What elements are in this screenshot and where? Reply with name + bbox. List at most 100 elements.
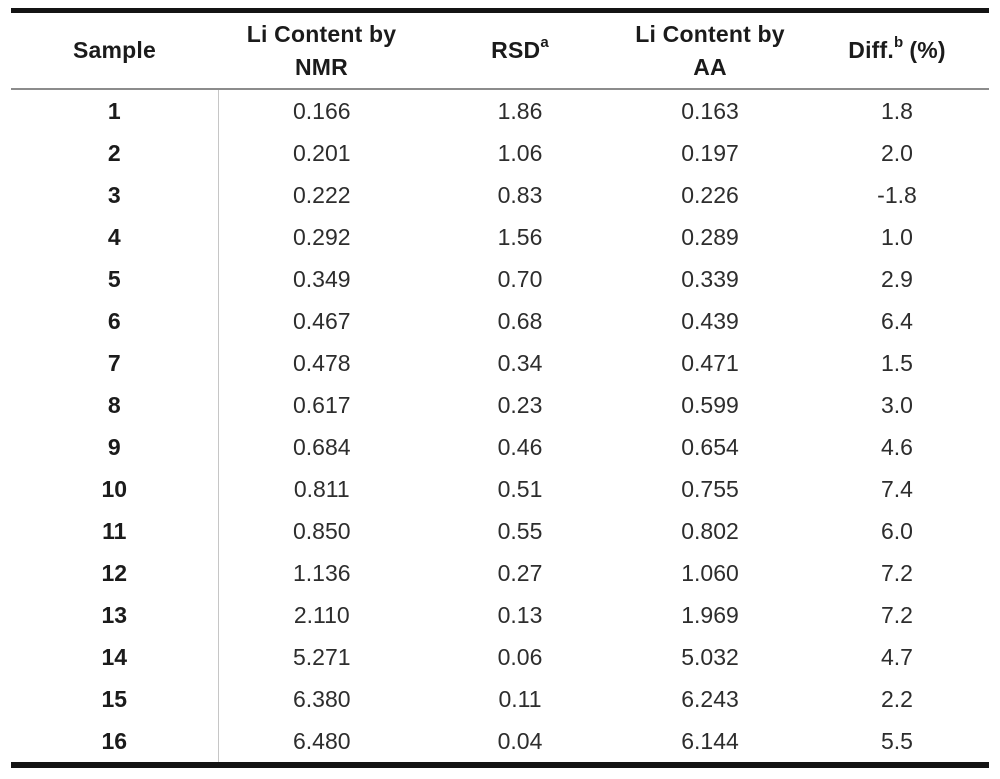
cell-diff: 6.0 xyxy=(881,517,913,544)
col-header-li-nmr-line1: Li Content by xyxy=(246,20,397,47)
col-header-diff: Diff.b (%) xyxy=(805,10,989,90)
cell-sample: 14 xyxy=(11,636,219,678)
cell-rsd: 0.11 xyxy=(498,685,542,712)
cell-aa: 0.197 xyxy=(681,139,739,166)
cell-diff: 4.7 xyxy=(881,643,913,670)
cell-rsd: 0.13 xyxy=(497,601,543,628)
cell-rsd: 0.51 xyxy=(497,475,543,502)
header-row: Sample Li Content by NMR RSDa Li Content… xyxy=(11,10,989,90)
cell-nmr: 0.684 xyxy=(292,433,351,460)
table-row: 6 0.467 0.68 0.439 6.4 xyxy=(11,300,989,342)
cell-rsd: 1.86 xyxy=(497,97,543,124)
cell-aa: 0.226 xyxy=(681,181,739,208)
cell-nmr: 6.380 xyxy=(292,685,351,712)
cell-diff: 7.4 xyxy=(881,475,913,502)
cell-nmr: 1.136 xyxy=(292,559,351,586)
table-row: 14 5.271 0.06 5.032 4.7 xyxy=(11,636,989,678)
rsd-footnote-superscript: a xyxy=(540,34,549,52)
cell-diff: 4.6 xyxy=(881,433,913,460)
cell-sample: 10 xyxy=(11,468,219,510)
table-row: 15 6.380 0.11 6.243 2.2 xyxy=(11,678,989,720)
table-body: 1 0.166 1.86 0.163 1.8 2 0.201 1.06 0.19… xyxy=(11,89,989,765)
cell-rsd: 0.46 xyxy=(497,433,543,460)
col-header-rsd-label: RSD xyxy=(491,37,541,63)
cell-rsd: 0.70 xyxy=(497,265,543,292)
cell-aa: 0.339 xyxy=(681,265,739,292)
cell-aa: 5.032 xyxy=(681,643,739,670)
cell-nmr: 5.271 xyxy=(292,643,351,670)
table-row: 12 1.136 0.27 1.060 7.2 xyxy=(11,552,989,594)
cell-aa: 0.654 xyxy=(681,433,739,460)
col-header-rsd: RSDa xyxy=(425,10,615,90)
cell-aa: 6.243 xyxy=(681,685,739,712)
col-header-li-aa: Li Content by AA xyxy=(615,10,805,90)
cell-sample: 11 xyxy=(11,510,219,552)
cell-diff: -1.8 xyxy=(877,181,917,208)
cell-nmr: 0.467 xyxy=(292,307,351,334)
cell-diff: 2.0 xyxy=(881,139,913,166)
cell-nmr: 0.850 xyxy=(292,517,351,544)
cell-aa: 1.969 xyxy=(681,601,739,628)
cell-sample: 13 xyxy=(11,594,219,636)
cell-diff: 1.5 xyxy=(881,349,913,376)
cell-diff: 1.8 xyxy=(881,97,913,124)
table-row: 11 0.850 0.55 0.802 6.0 xyxy=(11,510,989,552)
cell-rsd: 1.56 xyxy=(497,223,543,250)
cell-sample: 16 xyxy=(11,720,219,765)
cell-nmr: 2.110 xyxy=(293,601,350,628)
cell-sample: 5 xyxy=(11,258,219,300)
table-row: 5 0.349 0.70 0.339 2.9 xyxy=(11,258,989,300)
cell-sample: 3 xyxy=(11,174,219,216)
cell-nmr: 6.480 xyxy=(292,727,351,754)
cell-aa: 0.802 xyxy=(681,517,739,544)
col-header-sample: Sample xyxy=(11,10,218,90)
cell-nmr: 0.478 xyxy=(292,349,351,376)
cell-aa: 1.060 xyxy=(681,559,739,586)
table-header: Sample Li Content by NMR RSDa Li Content… xyxy=(11,10,989,90)
cell-rsd: 1.06 xyxy=(497,139,543,166)
cell-rsd: 0.06 xyxy=(497,643,543,670)
cell-aa: 0.289 xyxy=(681,223,739,250)
col-header-diff-label: Diff. xyxy=(848,37,894,63)
cell-rsd: 0.83 xyxy=(497,181,543,208)
table-row: 9 0.684 0.46 0.654 4.6 xyxy=(11,426,989,468)
cell-rsd: 0.34 xyxy=(497,349,543,376)
col-header-li-aa-line2: AA xyxy=(693,53,727,80)
cell-sample: 6 xyxy=(11,300,219,342)
cell-sample: 7 xyxy=(11,342,219,384)
table-row: 10 0.811 0.51 0.755 7.4 xyxy=(11,468,989,510)
cell-aa: 0.755 xyxy=(681,475,739,502)
col-header-li-nmr: Li Content by NMR xyxy=(218,10,425,90)
cell-aa: 0.163 xyxy=(681,97,739,124)
cell-nmr: 0.201 xyxy=(292,139,351,166)
table-row: 4 0.292 1.56 0.289 1.0 xyxy=(11,216,989,258)
cell-nmr: 0.292 xyxy=(292,223,351,250)
cell-nmr: 0.617 xyxy=(292,391,351,418)
col-header-li-nmr-line2: NMR xyxy=(295,53,348,80)
col-header-diff-unit: (%) xyxy=(909,37,946,63)
cell-rsd: 0.55 xyxy=(497,517,543,544)
cell-sample: 2 xyxy=(11,132,219,174)
cell-rsd: 0.27 xyxy=(497,559,543,586)
li-content-table: Sample Li Content by NMR RSDa Li Content… xyxy=(11,8,989,768)
cell-rsd: 0.23 xyxy=(497,391,543,418)
cell-nmr: 0.811 xyxy=(293,475,350,502)
cell-sample: 4 xyxy=(11,216,219,258)
table-row: 1 0.166 1.86 0.163 1.8 xyxy=(11,89,989,132)
cell-rsd: 0.04 xyxy=(497,727,543,754)
col-header-li-aa-line1: Li Content by xyxy=(635,20,785,47)
cell-diff: 7.2 xyxy=(881,601,913,628)
cell-sample: 15 xyxy=(11,678,219,720)
cell-aa: 0.471 xyxy=(681,349,739,376)
cell-sample: 9 xyxy=(11,426,219,468)
diff-footnote-superscript: b xyxy=(893,34,904,52)
table-row: 2 0.201 1.06 0.197 2.0 xyxy=(11,132,989,174)
cell-diff: 6.4 xyxy=(881,307,913,334)
table-row: 8 0.617 0.23 0.599 3.0 xyxy=(11,384,989,426)
cell-rsd: 0.68 xyxy=(497,307,543,334)
cell-sample: 12 xyxy=(11,552,219,594)
table-row: 7 0.478 0.34 0.471 1.5 xyxy=(11,342,989,384)
table-row: 3 0.222 0.83 0.226 -1.8 xyxy=(11,174,989,216)
cell-diff: 7.2 xyxy=(881,559,913,586)
